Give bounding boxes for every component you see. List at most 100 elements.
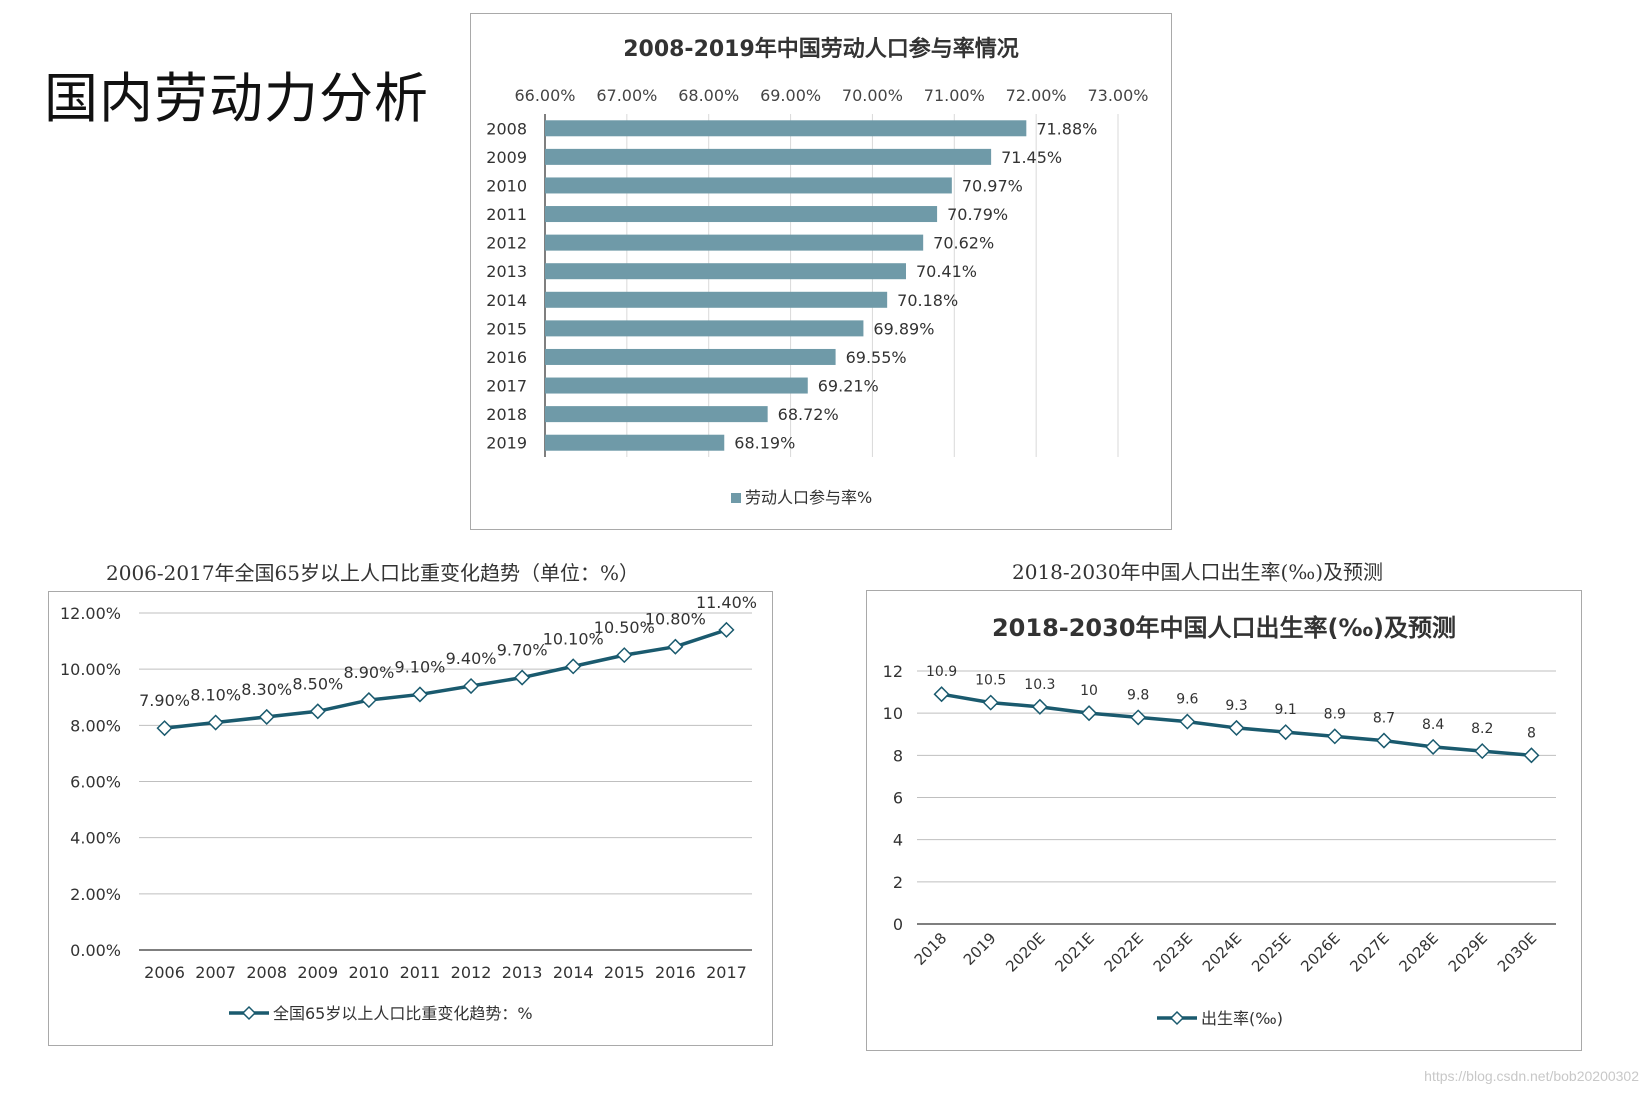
labor-participation-chart: 2008-2019年中国劳动人口参与率情况 66.00% 67.00% 68.00% 6… — [470, 13, 1172, 530]
data-point — [1474, 743, 1491, 760]
y-tick-label: 4 — [893, 831, 903, 850]
x-tick-label: 72.00% — [1006, 86, 1067, 105]
data-point — [1326, 728, 1343, 745]
x-tick-label: 2009 — [297, 963, 338, 982]
x-tick-label: 2027E — [1346, 929, 1392, 975]
y-tick-label: 6 — [893, 789, 903, 808]
data-point — [258, 708, 275, 725]
x-tick-label: 2018 — [911, 929, 951, 969]
page-title: 国内劳动力分析 — [44, 67, 429, 130]
category-label: 2019 — [486, 434, 527, 453]
data-label: 69.21% — [818, 377, 879, 396]
elderly-ratio-chart-svg: 0.00% 2.00% 4.00% 6.00% 8.00% 10.00% 12.00% 200… — [60, 593, 757, 1023]
data-point — [933, 686, 950, 703]
bar — [545, 206, 938, 223]
bar — [545, 148, 992, 165]
data-point — [411, 686, 429, 703]
data-point — [1228, 719, 1245, 736]
chart-title: 2018-2030年中国人口出生率(‰)及预测 — [992, 614, 1456, 642]
birth-rate-caption: 2018-2030年中国人口出生率(‰)及预测 — [1012, 560, 1383, 584]
x-tick-label: 2022E — [1101, 929, 1147, 975]
bar — [545, 177, 952, 194]
data-point — [207, 714, 224, 731]
x-tick-label: 71.00% — [924, 86, 985, 105]
legend-swatch — [731, 493, 741, 503]
category-label: 2012 — [486, 234, 527, 253]
data-point — [1031, 698, 1048, 715]
data-label: 8.9 — [1324, 706, 1346, 722]
data-point — [1523, 747, 1540, 764]
data-label: 8.2 — [1471, 721, 1493, 737]
legend-marker — [241, 1005, 257, 1021]
data-label: 10.10% — [543, 629, 604, 648]
x-tick-label: 69.00% — [760, 86, 821, 105]
x-tick-label: 2010 — [349, 963, 390, 982]
data-label: 8.90% — [343, 663, 394, 682]
data-label: 8.7 — [1373, 711, 1395, 727]
data-point — [156, 720, 173, 737]
data-point — [1179, 713, 1196, 730]
x-tick-label: 66.00% — [514, 86, 575, 105]
data-label: 71.88% — [1036, 119, 1097, 138]
chart-title: 2008-2019年中国劳动人口参与率情况 — [623, 36, 1019, 62]
data-point — [309, 703, 326, 720]
data-point — [667, 638, 684, 655]
x-tick-label: 2007 — [195, 963, 236, 982]
y-tick-label: 8.00% — [70, 716, 121, 735]
data-label: 7.90% — [139, 691, 190, 710]
legend-label: 劳动人口参与率% — [745, 488, 872, 507]
x-tick-label: 2016 — [655, 963, 696, 982]
data-point — [360, 691, 377, 709]
data-label: 70.62% — [933, 234, 994, 253]
data-label: 10.5 — [975, 673, 1006, 689]
data-point — [1425, 738, 1442, 755]
data-label: 11.40% — [696, 593, 757, 612]
data-label: 9.70% — [497, 641, 548, 660]
x-tick-label: 2028E — [1396, 929, 1442, 975]
data-label: 9.40% — [446, 649, 497, 668]
data-label: 70.97% — [962, 176, 1023, 195]
data-label: 9.6 — [1176, 692, 1198, 708]
category-label: 2017 — [486, 377, 527, 396]
data-point — [1080, 705, 1098, 722]
category-label: 2018 — [486, 405, 527, 424]
x-tick-label: 2026E — [1297, 929, 1343, 975]
data-label: 70.79% — [947, 205, 1008, 224]
elderly-ratio-caption: 2006-2017年全国65岁以上人口比重变化趋势（单位：%） — [106, 561, 640, 585]
x-tick-label: 2017 — [706, 963, 747, 982]
data-point — [514, 669, 531, 686]
x-tick-label: 70.00% — [842, 86, 903, 105]
x-tick-label: 2029E — [1445, 929, 1491, 975]
x-tick-label: 2030E — [1494, 929, 1540, 975]
data-label: 8.10% — [190, 686, 241, 705]
legend-label: 全国65岁以上人口比重变化趋势：% — [273, 1004, 533, 1023]
bar — [545, 234, 924, 251]
labor-participation-chart-svg: 2008-2019年中国劳动人口参与率情况 66.00% 67.00% 68.00% 6… — [486, 36, 1148, 507]
x-tick-label: 2015 — [604, 963, 645, 982]
category-label: 2013 — [486, 262, 527, 281]
x-tick-label: 2011 — [400, 963, 441, 982]
data-label: 70.41% — [916, 262, 977, 281]
data-label: 9.1 — [1275, 702, 1297, 718]
data-point — [1130, 709, 1147, 726]
category-label: 2011 — [486, 205, 527, 224]
data-label: 10.3 — [1024, 677, 1055, 693]
x-tick-label: 2023E — [1150, 929, 1196, 975]
data-label: 8.4 — [1422, 717, 1444, 733]
data-point — [616, 647, 633, 664]
data-label: 10.9 — [926, 664, 957, 680]
bar — [545, 348, 836, 365]
data-label: 10 — [1080, 683, 1098, 699]
y-tick-label: 12.00% — [60, 604, 121, 623]
bar — [545, 120, 1027, 137]
data-point — [1375, 732, 1393, 749]
data-point — [565, 658, 582, 675]
data-point — [462, 677, 480, 695]
y-tick-label: 2 — [893, 873, 903, 892]
x-tick-label: 2024E — [1199, 929, 1245, 975]
data-label: 70.18% — [897, 291, 958, 310]
data-point — [982, 694, 999, 711]
elderly-ratio-chart: 0.00% 2.00% 4.00% 6.00% 8.00% 10.00% 12.00% 200… — [48, 591, 773, 1046]
legend-marker — [1169, 1010, 1185, 1026]
data-label: 71.45% — [1001, 148, 1062, 167]
